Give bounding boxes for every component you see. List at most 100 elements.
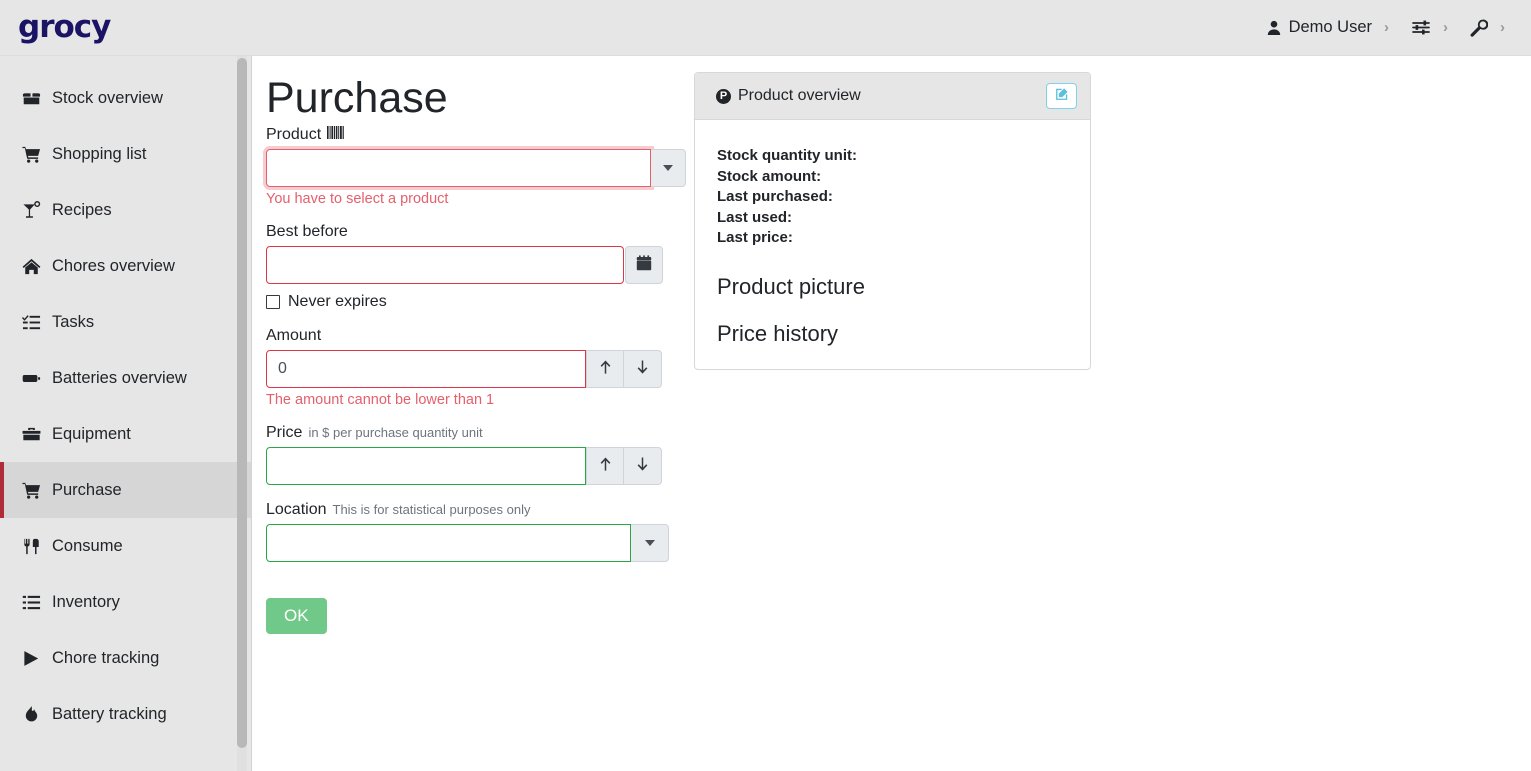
product-picture-heading: Product picture (717, 273, 865, 299)
navbar-user-caret-icon[interactable]: › (1384, 19, 1389, 36)
amount-label-row: Amount (266, 327, 686, 345)
barcode-icon[interactable] (327, 126, 344, 144)
navbar-settings-caret-icon[interactable]: › (1443, 19, 1448, 36)
shopping-cart-icon (21, 145, 42, 164)
sidebar-item-purchase[interactable]: Purchase (0, 462, 251, 518)
edit-pencil-square-icon (1055, 87, 1069, 106)
purchase-form: Product You have to select a product (266, 126, 686, 634)
never-expires-row[interactable]: Never expires (266, 293, 686, 311)
app-logo[interactable]: grocy (18, 9, 111, 45)
product-circle-icon: P (716, 88, 731, 104)
sidebar-item-inventory[interactable]: Inventory (0, 574, 251, 630)
sidebar-item-chore-tracking[interactable]: Chore tracking (0, 630, 251, 686)
tasks-list-icon (21, 313, 42, 332)
price-label: Price (266, 424, 303, 441)
location-dropdown-button[interactable] (631, 524, 669, 562)
navbar-tools-caret-icon[interactable]: › (1500, 19, 1505, 36)
location-hint: This is for statistical purposes only (332, 502, 531, 517)
navbar-settings-menu[interactable] (1401, 10, 1441, 46)
amount-decrease-button[interactable] (624, 350, 662, 388)
product-overview-title-row: P Product overview (716, 87, 861, 105)
never-expires-label: Never expires (288, 293, 387, 310)
home-icon (21, 257, 42, 276)
price-decrease-button[interactable] (624, 447, 662, 485)
location-label: Location (266, 501, 327, 518)
price-input[interactable] (266, 447, 586, 485)
top-navbar: grocy Demo User › (0, 0, 1531, 56)
never-expires-checkbox[interactable] (266, 295, 280, 309)
sidebar-label: Battery tracking (52, 704, 167, 723)
product-overview-edit-button[interactable] (1046, 83, 1077, 109)
submit-ok-button[interactable]: OK (266, 598, 327, 634)
sidebar-label: Consume (52, 536, 123, 555)
navbar-user-label: Demo User (1288, 18, 1372, 36)
product-label-row: Product (266, 126, 686, 144)
chevron-down-icon (644, 540, 655, 546)
sidebar-item-battery-tracking[interactable]: Battery tracking (0, 686, 251, 742)
utensils-icon (21, 537, 42, 556)
sidebar-item-equipment[interactable]: Equipment (0, 406, 251, 462)
product-overview-card-header: P Product overview (695, 73, 1090, 120)
sidebar-item-tasks[interactable]: Tasks (0, 294, 251, 350)
sidebar-label: Stock overview (52, 88, 163, 107)
product-input[interactable] (266, 149, 652, 187)
best-before-input-row (266, 246, 686, 284)
amount-input[interactable] (266, 350, 586, 388)
list-icon (21, 593, 42, 612)
navbar-right-group: Demo User › › › (1256, 10, 1517, 46)
amount-increase-button[interactable] (586, 350, 624, 388)
user-icon (1266, 20, 1282, 36)
battery-icon (21, 369, 42, 388)
price-history-heading: Price history (717, 320, 839, 346)
location-label-row: Location This is for statistical purpose… (266, 501, 686, 519)
price-form-group: Price in $ per purchase quantity unit (266, 424, 686, 485)
sidebar-item-chores-overview[interactable]: Chores overview (0, 238, 251, 294)
product-input-row (266, 149, 686, 187)
play-icon (21, 649, 42, 668)
calendar-icon (636, 254, 652, 276)
product-label: Product (266, 126, 322, 143)
wrench-icon (1470, 19, 1488, 37)
navbar-user-menu[interactable]: Demo User (1256, 10, 1382, 46)
navbar-tools-menu[interactable] (1460, 10, 1498, 46)
sidebar-label: Equipment (52, 424, 131, 443)
sidebar-label: Inventory (52, 592, 120, 611)
amount-error-message: The amount cannot be lower than 1 (266, 392, 495, 408)
sidebar-label: Recipes (52, 200, 112, 219)
product-dropdown-button[interactable] (651, 149, 686, 187)
sidebar-label: Chores overview (52, 256, 175, 275)
sidebar-label: Chore tracking (52, 648, 160, 667)
main-content: Purchase Product (253, 56, 1531, 771)
amount-form-group: Amount (266, 327, 686, 408)
sidebar-item-recipes[interactable]: Recipes (0, 182, 251, 238)
last-used-label: Last used: (717, 208, 793, 226)
location-input[interactable] (266, 524, 631, 562)
sidebar-item-stock-overview[interactable]: Stock overview (0, 70, 251, 126)
product-form-group: Product You have to select a product (266, 126, 686, 207)
sidebar-label: Tasks (52, 312, 95, 331)
stock-quantity-unit-label: Stock quantity unit: (717, 147, 857, 164)
amount-input-row (266, 350, 686, 388)
price-hint: in $ per purchase quantity unit (308, 425, 483, 440)
shopping-cart-icon (21, 481, 42, 500)
sidebar: Stock overview Shopping list Recipes (0, 56, 252, 771)
product-error-message: You have to select a product (266, 191, 449, 207)
best-before-calendar-button[interactable] (625, 246, 663, 284)
chevron-down-icon (663, 165, 674, 171)
arrow-down-icon (635, 359, 650, 380)
sidebar-item-consume[interactable]: Consume (0, 518, 251, 574)
price-increase-button[interactable] (586, 447, 624, 485)
best-before-form-group: Best before (266, 223, 686, 311)
sidebar-label: Purchase (52, 480, 122, 499)
sidebar-scrollbar-thumb[interactable] (237, 58, 247, 748)
location-form-group: Location This is for statistical purpose… (266, 501, 686, 562)
sidebar-item-batteries-overview[interactable]: Batteries overview (0, 350, 251, 406)
best-before-label: Best before (266, 223, 348, 240)
best-before-label-row: Best before (266, 223, 686, 241)
box-icon (21, 89, 42, 108)
best-before-input[interactable] (266, 246, 624, 284)
last-price-label: Last price: (717, 229, 793, 246)
arrow-up-icon (598, 359, 613, 380)
sidebar-item-shopping-list[interactable]: Shopping list (0, 126, 251, 182)
product-overview-card-body: Stock quantity unit: Stock amount: Last … (695, 120, 1090, 369)
